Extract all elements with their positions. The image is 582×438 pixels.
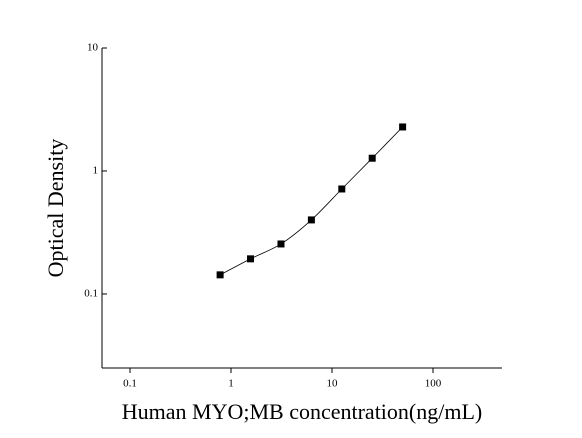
point — [307, 216, 315, 224]
y-tick-label: 10 — [87, 42, 99, 54]
fit-curve — [219, 126, 403, 276]
y-axis-title: Optical Density — [43, 139, 68, 278]
point — [247, 255, 255, 263]
x-tick-label: 1 — [228, 378, 234, 390]
x-tick-label: 100 — [425, 378, 442, 390]
point — [216, 271, 224, 279]
x-tick-label: 10 — [327, 378, 339, 390]
point — [399, 123, 407, 131]
point — [338, 185, 346, 193]
x-tick-label: 0.1 — [123, 378, 137, 390]
y-tick-label: 0.1 — [84, 287, 98, 299]
point — [368, 154, 376, 162]
y-tick-label: 1 — [93, 165, 99, 177]
point — [277, 240, 285, 248]
x-axis-title: Human MYO;MB concentration(ng/mL) — [122, 399, 483, 424]
